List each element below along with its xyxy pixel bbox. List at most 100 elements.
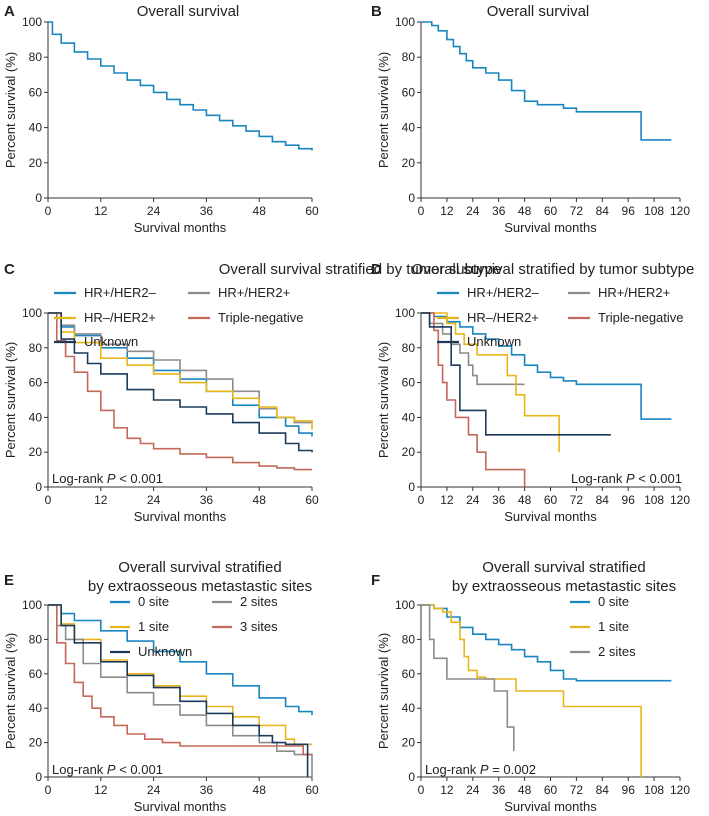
y-tick-label: 0 xyxy=(35,191,42,205)
x-tick-label: 48 xyxy=(253,493,267,507)
logrank-annotation: Log-rank P < 0.001 xyxy=(52,762,163,777)
x-tick-label: 12 xyxy=(440,493,454,507)
y-axis-label: Percent survival (%) xyxy=(3,52,18,168)
y-tick-label: 60 xyxy=(402,85,416,99)
legend-label: HR+/HER2– xyxy=(467,285,540,300)
chart-title: Overall survival xyxy=(487,3,590,20)
x-axis-label: Survival months xyxy=(504,509,597,524)
legend-label: Unknown xyxy=(138,644,192,659)
legend-label: HR–/HER2+ xyxy=(84,310,156,325)
x-tick-label: 0 xyxy=(45,204,52,218)
legend-label: 3 sites xyxy=(240,619,278,634)
series-line-0-site xyxy=(48,604,313,716)
chart-title: by extraosseous metastastic sites xyxy=(452,578,676,595)
y-tick-label: 0 xyxy=(35,480,42,494)
x-tick-label: 36 xyxy=(492,783,506,797)
y-tick-label: 20 xyxy=(29,736,43,750)
series-line-unknown xyxy=(48,312,313,453)
y-tick-label: 80 xyxy=(29,50,43,64)
legend-label: 2 sites xyxy=(240,594,278,609)
x-tick-label: 0 xyxy=(418,783,425,797)
x-axis-label: Survival months xyxy=(504,220,597,235)
y-tick-label: 80 xyxy=(402,341,416,355)
x-tick-label: 84 xyxy=(596,204,610,218)
x-tick-label: 108 xyxy=(644,493,664,507)
x-tick-label: 24 xyxy=(147,204,161,218)
logrank-annotation: Log-rank P < 0.001 xyxy=(52,471,163,486)
y-tick-label: 60 xyxy=(29,85,43,99)
chart-title: Overall survival stratified by tumor sub… xyxy=(219,261,502,278)
panel-label: B xyxy=(371,3,382,20)
x-tick-label: 108 xyxy=(644,783,664,797)
y-tick-label: 60 xyxy=(402,376,416,390)
legend-label: Triple-negative xyxy=(598,310,684,325)
series-line-2-sites xyxy=(421,604,515,752)
y-tick-label: 0 xyxy=(408,480,415,494)
y-tick-label: 80 xyxy=(402,632,416,646)
x-tick-label: 24 xyxy=(147,783,161,797)
legend-label: Unknown xyxy=(467,334,521,349)
legend-label: HR–/HER2+ xyxy=(467,310,539,325)
y-tick-label: 100 xyxy=(22,598,42,612)
x-tick-label: 84 xyxy=(596,493,610,507)
x-tick-label: 0 xyxy=(45,783,52,797)
y-axis-label: Percent survival (%) xyxy=(3,342,18,458)
x-tick-label: 0 xyxy=(418,493,425,507)
y-tick-label: 40 xyxy=(402,410,416,424)
series-line-3-sites xyxy=(48,604,312,756)
chart-title: Overall survival stratified xyxy=(482,559,645,576)
panel-label: F xyxy=(371,572,380,589)
panel-label: E xyxy=(4,572,14,589)
series-line-overall xyxy=(48,21,313,151)
chart-title: Overall survival stratified by tumor sub… xyxy=(412,261,695,278)
legend-label: HR+/HER2– xyxy=(84,285,157,300)
x-tick-label: 48 xyxy=(253,204,267,218)
x-tick-label: 120 xyxy=(670,783,690,797)
chart-title: Overall survival xyxy=(137,3,240,20)
legend-label: 1 site xyxy=(138,619,169,634)
legend-label: HR+/HER2+ xyxy=(218,285,290,300)
x-axis-label: Survival months xyxy=(504,799,597,814)
panel-label: D xyxy=(371,261,382,278)
y-tick-label: 60 xyxy=(29,376,43,390)
y-tick-label: 100 xyxy=(395,15,415,29)
x-tick-label: 12 xyxy=(440,204,454,218)
y-tick-label: 80 xyxy=(29,341,43,355)
x-tick-label: 60 xyxy=(544,493,558,507)
x-tick-label: 48 xyxy=(518,204,532,218)
x-tick-label: 48 xyxy=(518,493,532,507)
x-tick-label: 12 xyxy=(94,493,108,507)
legend-label: 1 site xyxy=(598,619,629,634)
x-tick-label: 84 xyxy=(596,783,610,797)
x-tick-label: 72 xyxy=(570,493,584,507)
x-axis-label: Survival months xyxy=(134,799,227,814)
x-tick-label: 96 xyxy=(622,204,636,218)
y-tick-label: 0 xyxy=(35,770,42,784)
series-line-triple-negative xyxy=(48,312,312,471)
x-tick-label: 120 xyxy=(670,493,690,507)
x-tick-label: 24 xyxy=(466,204,480,218)
series-line-unknown xyxy=(48,604,309,777)
logrank-annotation: Log-rank P < 0.001 xyxy=(571,471,682,486)
panel-c: C Overall survival stratified by tumor su… xyxy=(3,261,501,524)
y-tick-label: 100 xyxy=(395,306,415,320)
x-tick-label: 12 xyxy=(440,783,454,797)
x-tick-label: 108 xyxy=(644,204,664,218)
y-axis-label: Percent survival (%) xyxy=(376,342,391,458)
x-tick-label: 24 xyxy=(466,783,480,797)
series-line-hr-her2- xyxy=(421,312,525,386)
x-tick-label: 36 xyxy=(492,204,506,218)
x-tick-label: 48 xyxy=(253,783,267,797)
x-axis-label: Survival months xyxy=(134,509,227,524)
legend-label: HR+/HER2+ xyxy=(598,285,670,300)
x-tick-label: 60 xyxy=(305,783,319,797)
logrank-annotation: Log-rank P = 0.002 xyxy=(425,762,536,777)
x-tick-label: 96 xyxy=(622,493,636,507)
legend-label: Triple-negative xyxy=(218,310,304,325)
y-tick-label: 40 xyxy=(29,701,43,715)
x-tick-label: 60 xyxy=(544,783,558,797)
y-tick-label: 20 xyxy=(29,445,43,459)
x-tick-label: 24 xyxy=(466,493,480,507)
x-tick-label: 48 xyxy=(518,783,532,797)
